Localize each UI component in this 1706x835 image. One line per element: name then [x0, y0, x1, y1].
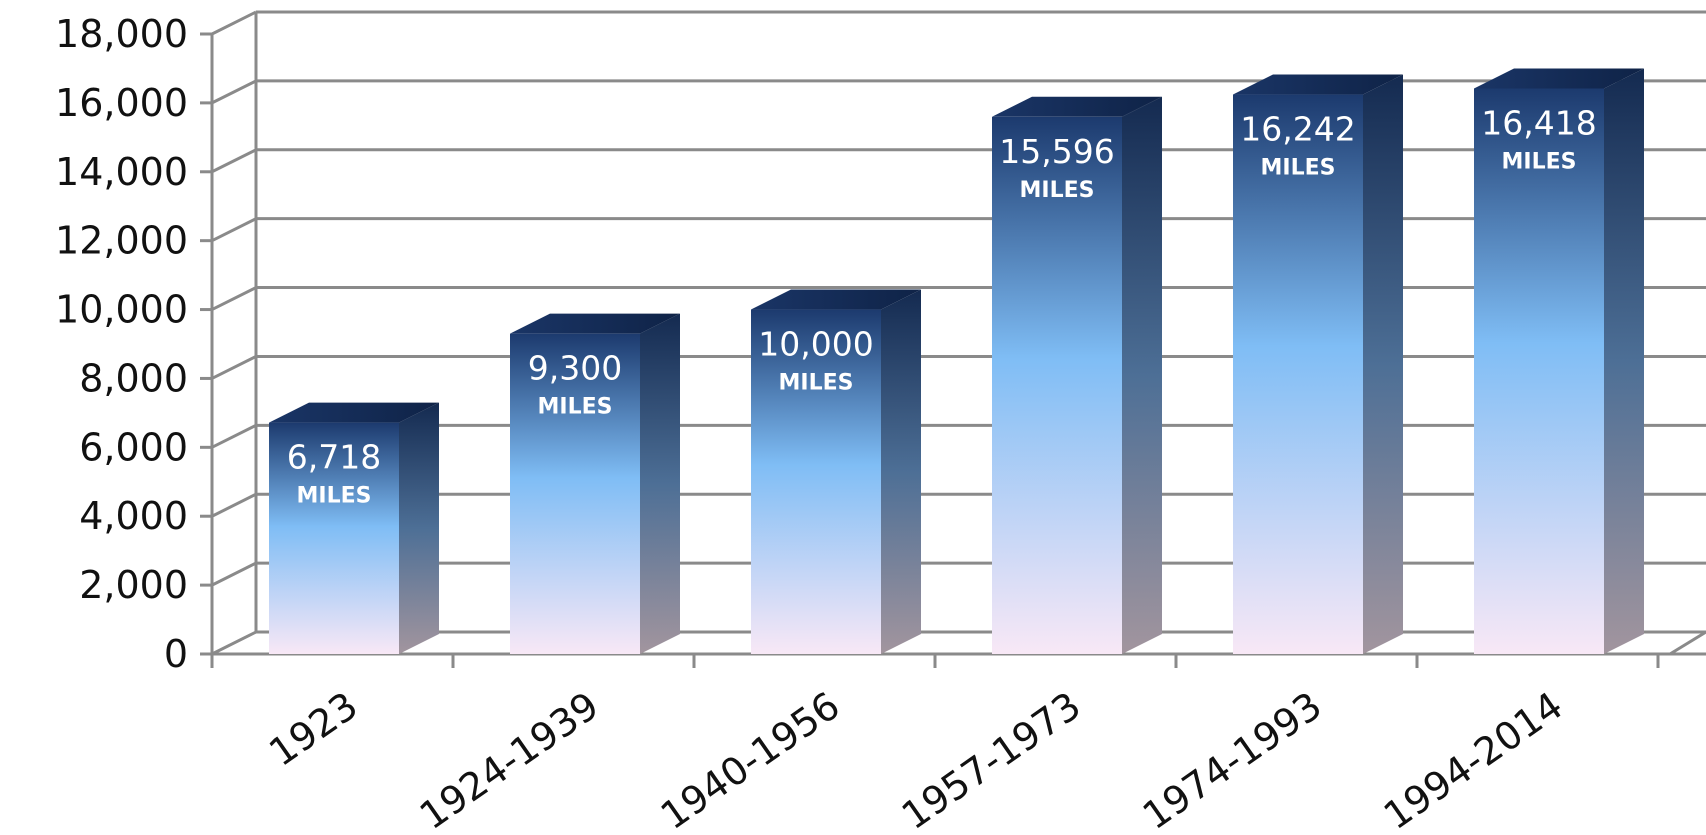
y-axis-tick-labels: 0 2,000 4,000 6,000 8,000 10,000 12,000 14,000 1…: [55, 12, 188, 676]
floor-edge: [1669, 630, 1706, 656]
gridline-connector: [211, 492, 257, 518]
y-tick-label: 6,000: [79, 425, 188, 469]
bar-unit-label: MILES: [1020, 178, 1095, 203]
bar-1923: 6,718 MILES: [269, 402, 439, 654]
x-category-label: 1974-1993: [1135, 683, 1330, 835]
bar-top: [269, 402, 439, 423]
y-tick-label: 12,000: [55, 219, 188, 263]
bar-unit-label: MILES: [297, 484, 372, 509]
gridline-connector: [211, 286, 257, 311]
y-tick-label: 14,000: [55, 150, 188, 194]
y-tick-label: 10,000: [55, 288, 188, 332]
gridline-connector: [211, 561, 257, 587]
bar-top: [1233, 74, 1403, 95]
bar-value-label: 16,242: [1240, 110, 1355, 149]
gridline-connector: [211, 355, 257, 380]
bar-value-label: 10,000: [758, 325, 873, 364]
bar-front: [510, 333, 640, 654]
bar-1957-1973: 15,596 MILES: [992, 96, 1162, 654]
y-tick-label: 16,000: [55, 81, 188, 125]
axes: [200, 12, 1706, 668]
gridlines: [211, 10, 1706, 656]
x-axis-category-labels: 1923 1924-1939 1940-1956 1957-1973 1974-1993…: [261, 683, 1570, 835]
bar-side: [1604, 68, 1644, 655]
bar-side: [1122, 96, 1162, 654]
gridline-connector: [211, 217, 257, 243]
y-tick-label: 18,000: [55, 12, 188, 56]
y-tick-label: 2,000: [79, 563, 188, 607]
bar-unit-label: MILES: [538, 395, 613, 420]
bar-top: [510, 313, 680, 334]
gridline-connector: [211, 79, 257, 105]
bar-side: [1363, 74, 1403, 654]
x-category-label: 1994-2014: [1376, 683, 1571, 835]
bar-value-label: 15,596: [999, 132, 1114, 171]
bar-front: [992, 116, 1122, 654]
bar-1994-2014: 16,418 MILES: [1474, 68, 1644, 655]
bar-side: [399, 402, 439, 654]
bar-front: [1233, 94, 1363, 654]
x-category-label: 1924-1939: [412, 683, 607, 835]
gridline-connector: [211, 423, 257, 449]
bar-unit-label: MILES: [779, 371, 854, 396]
y-tick-label: 8,000: [79, 356, 188, 400]
bar-front: [269, 422, 399, 654]
bar-front: [1474, 88, 1604, 655]
bar-side: [881, 289, 921, 654]
bar-top: [751, 289, 921, 310]
x-category-label: 1940-1956: [653, 683, 848, 835]
x-category-label: 1957-1973: [894, 683, 1089, 835]
bar-top: [1474, 68, 1644, 89]
bar-unit-label: MILES: [1261, 156, 1336, 181]
bar-1924-1939: 9,300 MILES: [510, 313, 680, 654]
bar-unit-label: MILES: [1502, 149, 1577, 174]
bar-value-label: 9,300: [528, 349, 622, 388]
gridline-connector: [211, 10, 257, 36]
bar-top: [992, 96, 1162, 117]
bar-1974-1993: 16,242 MILES: [1233, 74, 1403, 654]
bar-1940-1956: 10,000 MILES: [751, 289, 921, 654]
x-category-label: 1923: [261, 683, 365, 775]
gridline-connector: [211, 148, 257, 174]
bar-value-label: 6,718: [287, 438, 381, 477]
gridline-connector: [211, 630, 257, 656]
bars: 6,718 MILES 9,300 MILES 10,000 MILES 15,596 MIL…: [269, 68, 1644, 655]
bar-front: [751, 309, 881, 654]
y-tick-label: 0: [164, 632, 188, 676]
y-tick-label: 4,000: [79, 494, 188, 538]
bar-side: [640, 313, 680, 654]
bar-value-label: 16,418: [1481, 103, 1596, 142]
